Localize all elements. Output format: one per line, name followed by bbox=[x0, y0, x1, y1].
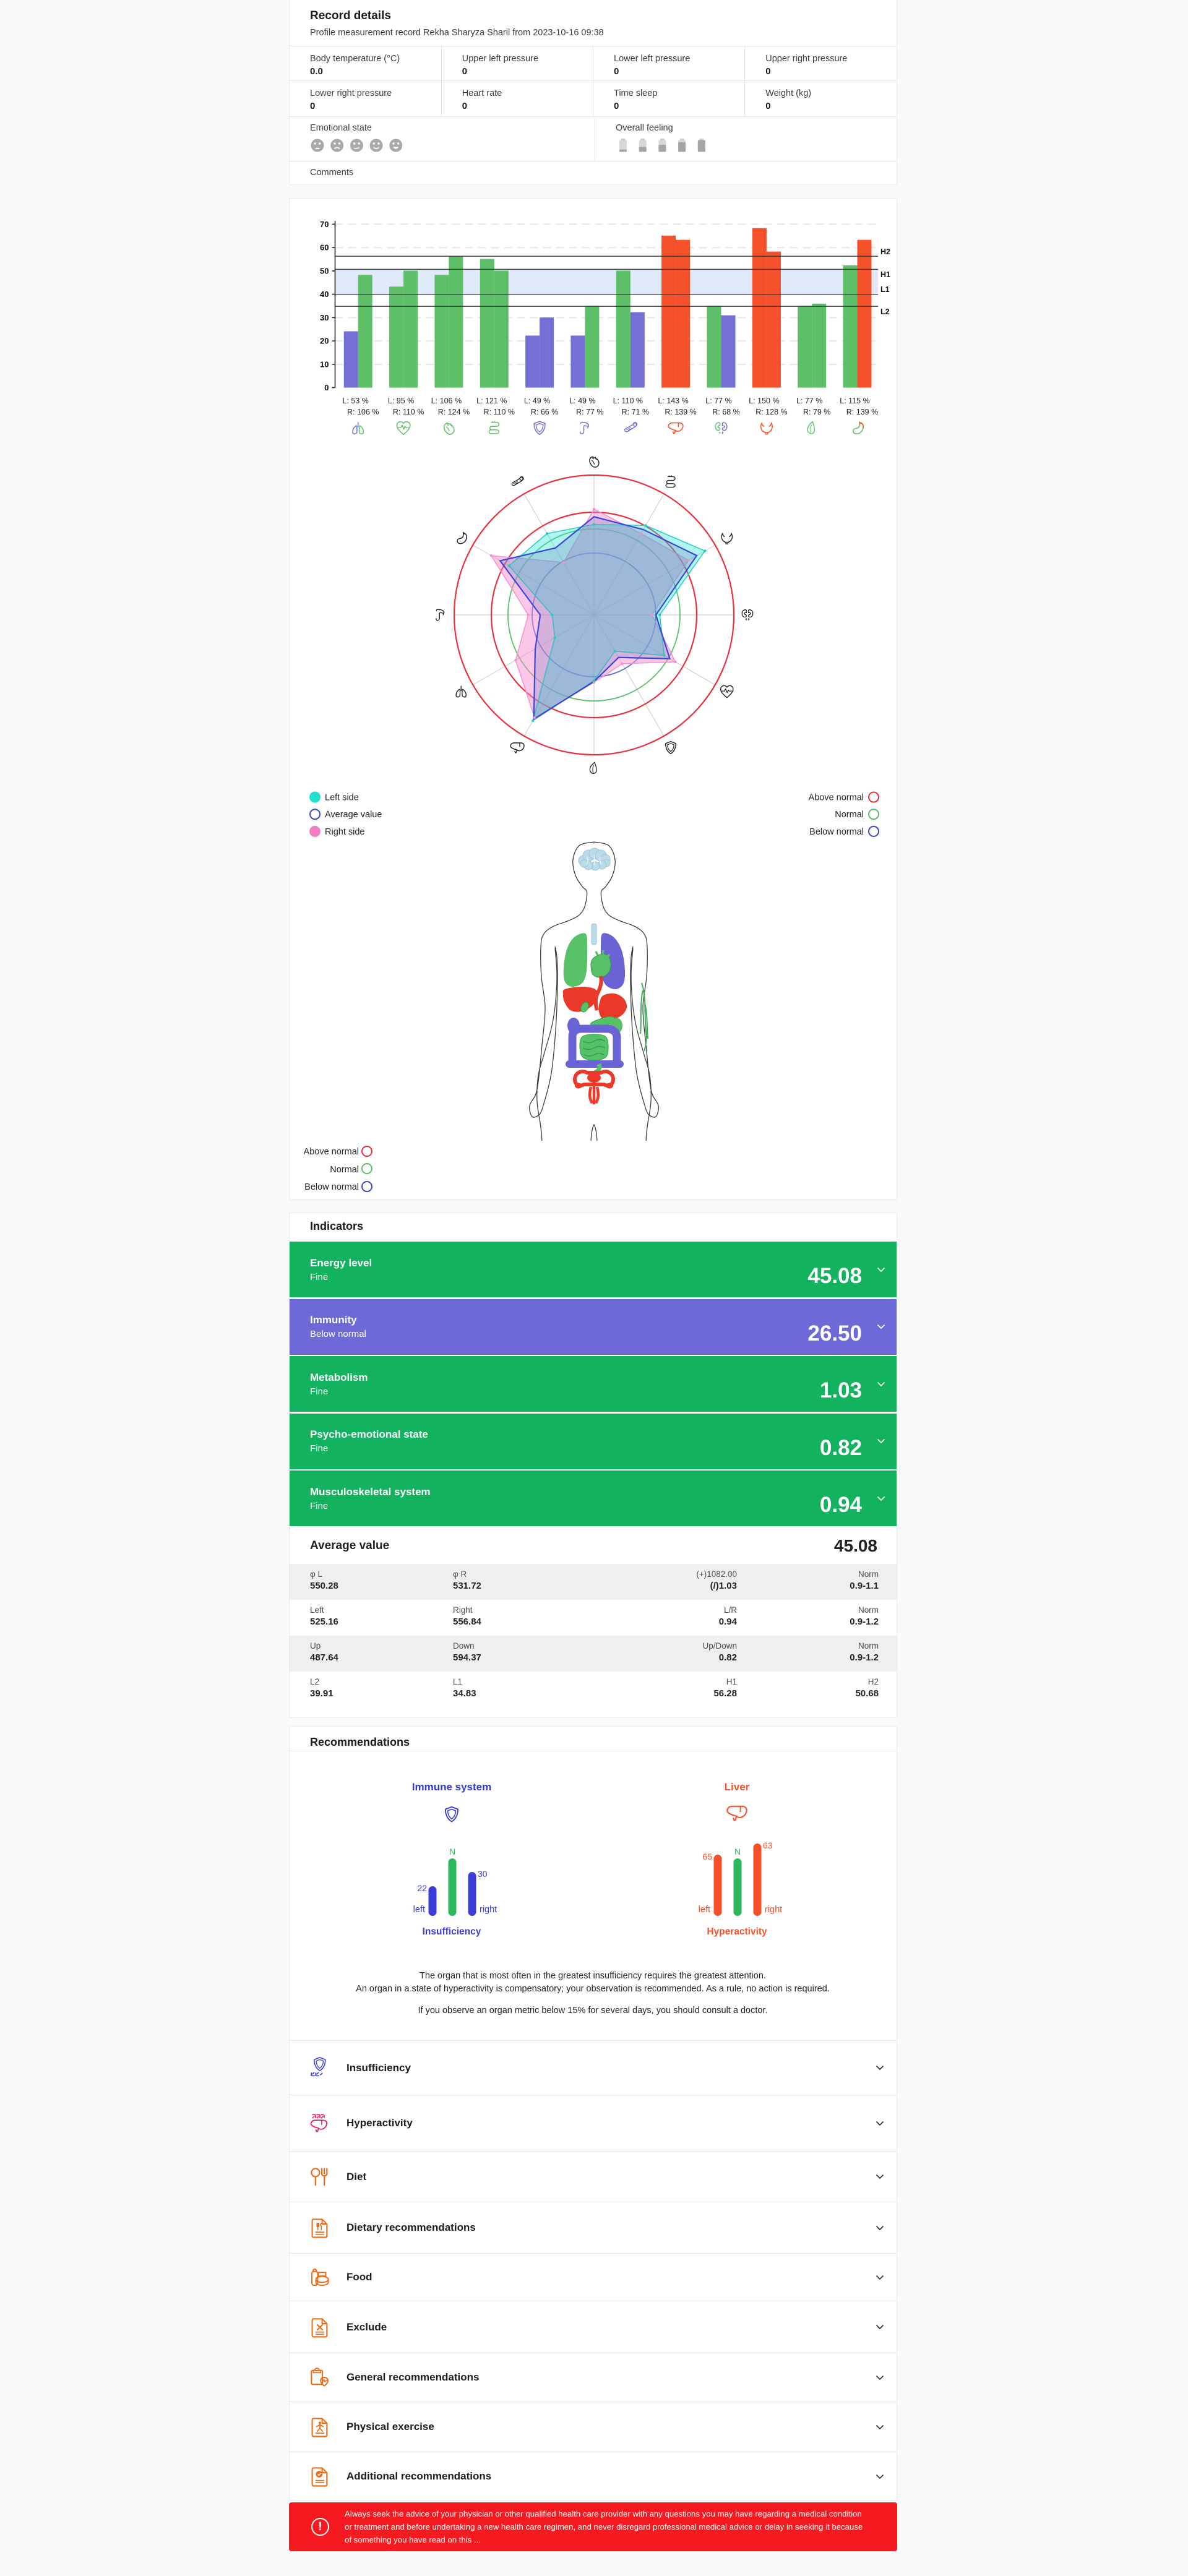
svg-text:60: 60 bbox=[320, 243, 329, 252]
svg-text:R: 77 %: R: 77 % bbox=[576, 408, 603, 416]
svg-text:Above normal: Above normal bbox=[304, 1147, 359, 1157]
svg-text:10: 10 bbox=[320, 359, 329, 369]
svg-text:50: 50 bbox=[320, 266, 329, 275]
svg-text:65: 65 bbox=[702, 1852, 712, 1861]
svg-text:R: 71 %: R: 71 % bbox=[622, 408, 649, 416]
svg-text:L: 143 %: L: 143 % bbox=[658, 397, 688, 405]
svg-text:L: 121 %: L: 121 % bbox=[476, 397, 507, 405]
svg-text:R: 68 %: R: 68 % bbox=[712, 408, 739, 416]
svg-text:R: 128 %: R: 128 % bbox=[755, 408, 787, 416]
svg-text:30: 30 bbox=[478, 1869, 488, 1879]
svg-text:Immune system: Immune system bbox=[412, 1781, 492, 1793]
svg-text:R: 110 %: R: 110 % bbox=[393, 408, 424, 416]
svg-text:Hyperactivity: Hyperactivity bbox=[707, 1926, 767, 1937]
svg-text:If you observe an organ metric: If you observe an organ metric below 15%… bbox=[418, 2006, 767, 2016]
svg-text:L: 106 %: L: 106 % bbox=[431, 397, 462, 405]
svg-text:Left side: Left side bbox=[325, 793, 359, 803]
svg-text:L: 115 %: L: 115 % bbox=[840, 397, 869, 405]
svg-text:R: 139 %: R: 139 % bbox=[846, 408, 878, 416]
svg-text:left: left bbox=[413, 1905, 425, 1915]
svg-text:L: 49 %: L: 49 % bbox=[569, 397, 595, 405]
svg-text:70: 70 bbox=[320, 220, 329, 229]
svg-text:L: 95 %: L: 95 % bbox=[388, 397, 414, 405]
svg-text:Right side: Right side bbox=[325, 827, 364, 837]
svg-text:R: 79 %: R: 79 % bbox=[803, 408, 830, 416]
svg-text:Liver: Liver bbox=[725, 1781, 750, 1793]
svg-text:L1: L1 bbox=[880, 285, 890, 294]
svg-text:The organ that is most often i: The organ that is most often in the grea… bbox=[420, 1971, 766, 1981]
svg-text:R: 124 %: R: 124 % bbox=[438, 408, 470, 416]
svg-text:An organ in a state of hyperac: An organ in a state of hyperactivity is … bbox=[356, 1984, 830, 1994]
svg-text:22: 22 bbox=[417, 1883, 427, 1893]
svg-text:L: 49 %: L: 49 % bbox=[524, 397, 550, 405]
svg-text:left: left bbox=[699, 1905, 710, 1915]
svg-text:N: N bbox=[449, 1847, 455, 1857]
svg-text:H1: H1 bbox=[880, 270, 890, 279]
svg-text:Below normal: Below normal bbox=[304, 1182, 359, 1192]
svg-text:N: N bbox=[734, 1847, 741, 1857]
svg-text:L: 53 %: L: 53 % bbox=[343, 397, 369, 405]
svg-text:Normal: Normal bbox=[330, 1165, 359, 1175]
svg-text:right: right bbox=[765, 1905, 782, 1915]
svg-text:L: 110 %: L: 110 % bbox=[613, 397, 643, 405]
svg-text:L: 77 %: L: 77 % bbox=[705, 397, 731, 405]
svg-text:Average value: Average value bbox=[325, 810, 382, 820]
svg-text:R: 139 %: R: 139 % bbox=[665, 408, 696, 416]
svg-text:0: 0 bbox=[324, 383, 329, 392]
svg-text:63: 63 bbox=[763, 1840, 773, 1850]
svg-text:Below normal: Below normal bbox=[809, 827, 864, 837]
svg-text:R: 110 %: R: 110 % bbox=[484, 408, 515, 416]
svg-text:H2: H2 bbox=[880, 247, 890, 256]
svg-text:Above normal: Above normal bbox=[809, 793, 864, 803]
svg-text:20: 20 bbox=[320, 337, 329, 346]
svg-text:40: 40 bbox=[320, 290, 329, 299]
svg-text:L: 77 %: L: 77 % bbox=[796, 397, 822, 405]
svg-text:R: 66 %: R: 66 % bbox=[531, 408, 558, 416]
svg-text:30: 30 bbox=[320, 313, 329, 322]
svg-text:Insufficiency: Insufficiency bbox=[423, 1926, 481, 1937]
svg-text:R: 106 %: R: 106 % bbox=[347, 408, 379, 416]
svg-text:right: right bbox=[480, 1905, 497, 1915]
svg-text:L2: L2 bbox=[880, 307, 890, 316]
svg-text:Normal: Normal bbox=[835, 810, 864, 820]
svg-text:L: 150 %: L: 150 % bbox=[749, 397, 779, 405]
